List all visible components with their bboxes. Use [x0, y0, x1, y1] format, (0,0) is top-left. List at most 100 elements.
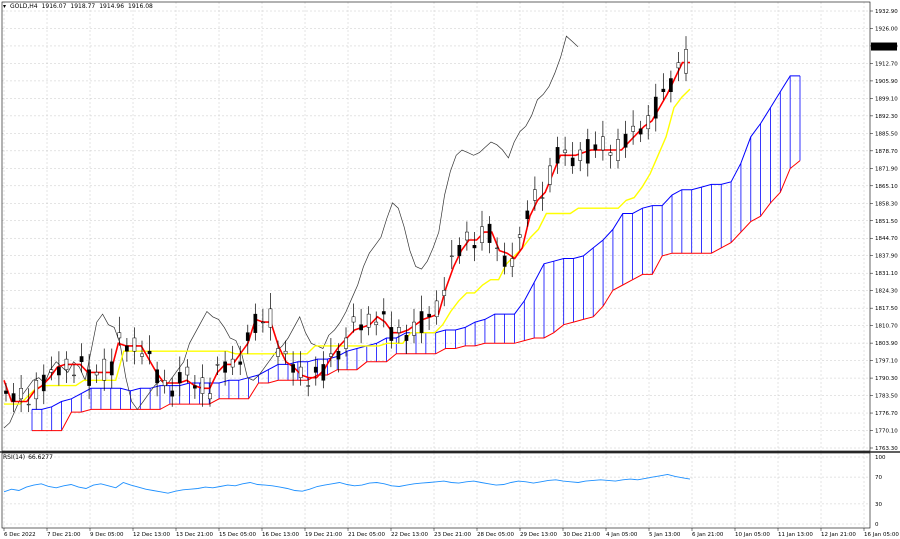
x-tick-label: 16 Jan 05:00 [864, 532, 899, 538]
x-tick-label: 19 Dec 21:00 [305, 532, 342, 538]
x-tick-label: 29 Dec 13:00 [520, 532, 557, 538]
ohlc-header: ▾ GOLD,H4 1916.07 1918.77 1914.96 1916.0… [3, 3, 153, 10]
close-value: 1916.08 [128, 3, 153, 10]
candles [4, 36, 688, 413]
candle-body [510, 258, 515, 267]
rsi-frame [1, 452, 871, 529]
rsi-tick-label: 0 [875, 522, 879, 528]
rsi-name: RSI(14) [3, 454, 26, 461]
candle-body [495, 247, 499, 249]
candle-body [465, 231, 469, 241]
candle-body [102, 358, 107, 381]
y-tick-label: 1776.70 [875, 411, 898, 417]
symbol-label: GOLD,H4 [10, 3, 38, 10]
candle-body [419, 311, 424, 333]
candle-body [230, 358, 235, 368]
candle-body [321, 364, 326, 381]
x-tick-label: 23 Dec 21:00 [434, 532, 471, 538]
candle-body [344, 337, 348, 349]
candle-body [623, 133, 628, 148]
candle-body [208, 393, 212, 400]
candle-body [563, 149, 567, 153]
candle-body [94, 372, 99, 376]
dropdown-arrow-icon[interactable]: ▾ [3, 3, 7, 10]
candle-body [193, 385, 197, 389]
candle-body [336, 350, 341, 360]
candle-body [397, 327, 401, 333]
x-tick-label: 22 Dec 13:00 [391, 532, 428, 538]
y-tick-label: 1858.30 [875, 201, 898, 207]
candle-body [608, 152, 613, 156]
x-tick-label: 30 Dec 21:00 [563, 532, 600, 538]
candle-body [34, 380, 39, 400]
candle-body [109, 361, 114, 376]
candle-body [412, 321, 416, 336]
candle-body [329, 353, 333, 357]
y-tick-label: 1865.10 [875, 184, 898, 190]
candle-body [261, 321, 265, 324]
candle-body [404, 335, 409, 341]
candle-body [601, 136, 605, 151]
candle-body [389, 327, 394, 341]
candle-body [72, 374, 76, 377]
candle-body [533, 189, 537, 201]
candle-body [585, 139, 590, 164]
y-tick-label: 1905.90 [875, 79, 898, 85]
y-tick-label: 1831.10 [875, 271, 898, 277]
rsi-tick-label: 100 [875, 455, 886, 461]
x-tick-label: 10 Jan 05:00 [735, 532, 770, 538]
x-tick-label: 5 Jan 13:00 [649, 532, 681, 538]
candle-body [593, 144, 598, 151]
y-tick-label: 1763.30 [875, 446, 898, 452]
candle-body [442, 290, 447, 296]
candle-body [57, 366, 61, 376]
y-tick-label: 1912.70 [875, 61, 898, 67]
candle-body [41, 374, 46, 392]
candle-body [87, 369, 91, 386]
chikou-span [3, 35, 579, 429]
grid-lines [2, 2, 870, 528]
candle-body [117, 332, 122, 339]
y-tick-label: 1885.50 [875, 131, 898, 137]
candle-body [276, 348, 280, 357]
x-tick-label: 12 Dec 13:00 [133, 532, 170, 538]
y-tick-label: 1810.70 [875, 324, 898, 330]
candle-body [646, 115, 651, 130]
high-value: 1918.77 [70, 3, 96, 10]
rsi-tick-label: 30 [875, 502, 882, 508]
candle-body [147, 350, 152, 355]
candle-body [132, 337, 137, 352]
candle-body [11, 393, 16, 402]
y-tick-label: 1797.10 [875, 359, 898, 365]
x-tick-label: 7 Dec 21:00 [47, 532, 81, 538]
y-tick-label: 1783.50 [875, 394, 898, 400]
low-value: 1914.96 [99, 3, 125, 10]
rsi-header: RSI(14) 66.6277 [3, 454, 53, 461]
y-tick-label: 1817.50 [875, 306, 898, 312]
x-tick-label: 9 Dec 05:00 [90, 532, 124, 538]
candle-body [162, 380, 167, 386]
candle-body [525, 210, 530, 220]
candle-body [79, 356, 84, 363]
rsi-panel: 100 70 30 0 [2, 455, 886, 528]
candle-body [140, 353, 144, 357]
candle-body [215, 364, 220, 366]
candle-body [351, 316, 356, 323]
candle-body [125, 345, 129, 352]
candle-body [4, 390, 8, 394]
rsi-value: 66.6277 [28, 454, 53, 461]
x-tick-label: 6 Dec 2022 [4, 532, 36, 538]
y-tick-label: 1790.30 [875, 376, 898, 382]
y-tick-label: 1844.70 [875, 236, 898, 242]
candle-body [19, 388, 23, 400]
x-tick-label: 15 Dec 05:00 [219, 532, 256, 538]
candle-body [661, 88, 666, 92]
x-tick-label: 6 Jan 21:00 [692, 532, 724, 538]
candle-body [487, 223, 492, 243]
candle-body [457, 245, 462, 257]
current-price-label: 1916.08 [873, 45, 896, 51]
candle-body [676, 62, 681, 69]
